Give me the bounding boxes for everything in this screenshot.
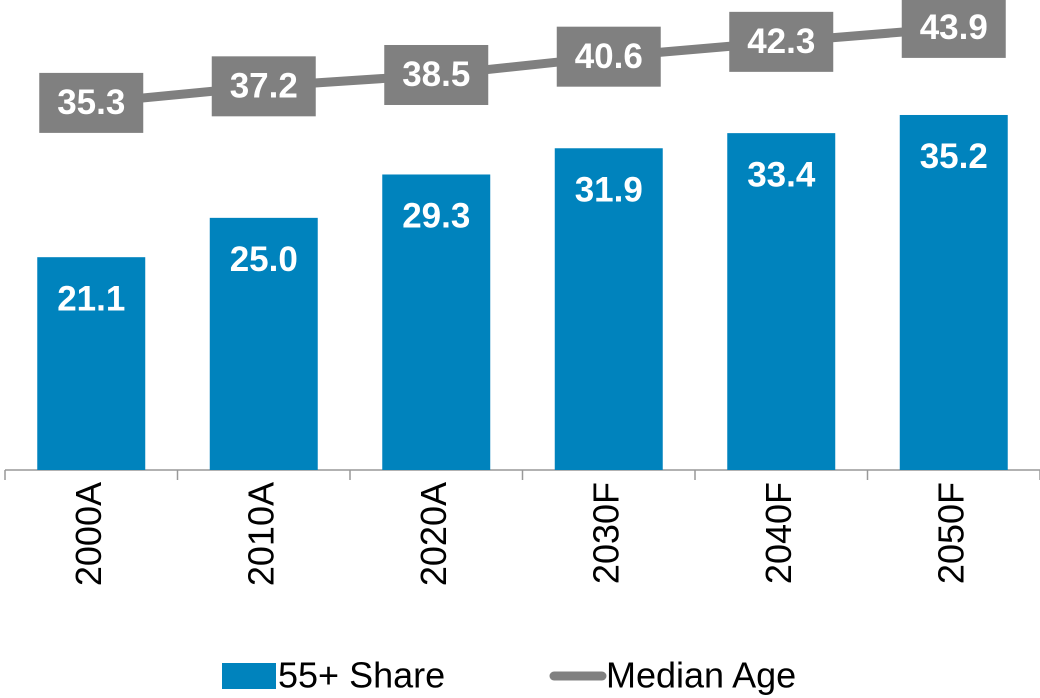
line-value-label: 37.2 bbox=[230, 67, 298, 106]
line-label-box bbox=[556, 26, 661, 87]
legend-label: 55+ Share bbox=[278, 655, 445, 696]
x-tick-label: 2020A bbox=[413, 482, 454, 586]
bar bbox=[382, 174, 491, 470]
x-tick-label: 2040F bbox=[758, 482, 799, 584]
bar bbox=[554, 148, 663, 471]
legend-swatch bbox=[222, 663, 276, 689]
bar-value-label: 21.1 bbox=[57, 279, 125, 318]
x-tick-label: 2050F bbox=[930, 482, 971, 584]
line-value-label: 43.9 bbox=[920, 8, 988, 47]
line-value-label: 35.3 bbox=[57, 83, 125, 122]
bar bbox=[899, 114, 1008, 470]
bar-value-label: 25.0 bbox=[230, 240, 298, 279]
bar-value-label: 31.9 bbox=[575, 171, 643, 210]
x-tick-label: 2000A bbox=[68, 482, 109, 586]
bar bbox=[37, 257, 146, 470]
line-value-label: 38.5 bbox=[402, 55, 470, 94]
bar-value-label: 35.2 bbox=[920, 137, 988, 176]
x-tick-label: 2030F bbox=[585, 482, 626, 584]
bar-value-label: 33.4 bbox=[747, 155, 816, 194]
line-label-box bbox=[901, 0, 1006, 58]
bar bbox=[727, 133, 836, 470]
legend-label: Median Age bbox=[606, 655, 796, 696]
line-label-box bbox=[384, 44, 489, 105]
x-tick-label: 2010A bbox=[240, 482, 281, 586]
line-label-box bbox=[39, 72, 144, 133]
line-label-box bbox=[729, 11, 834, 72]
bar bbox=[209, 217, 318, 470]
line-label-box bbox=[211, 56, 316, 117]
line-value-label: 40.6 bbox=[575, 37, 643, 76]
bar-value-label: 29.3 bbox=[402, 197, 470, 236]
line-value-label: 42.3 bbox=[747, 22, 815, 61]
